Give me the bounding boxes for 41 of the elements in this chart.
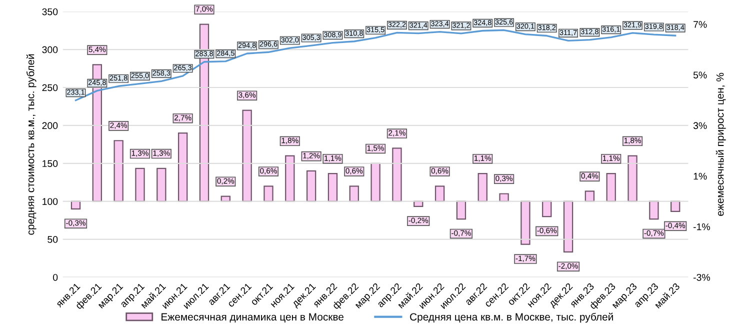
legend-label: Средняя цена кв.м. в Москве, тыс. рублей: [410, 312, 613, 323]
bar: [434, 186, 445, 202]
y2-tick-label: 7%: [694, 21, 707, 28]
y-tick-label: 300: [42, 46, 58, 54]
bar: [499, 193, 509, 202]
bar: [306, 170, 316, 202]
y-tick-label: 100: [42, 198, 58, 205]
y2-axis-title: ежемесячный прирост цен, %: [716, 72, 726, 216]
y-tick-label: 50: [48, 236, 58, 243]
bar: [370, 162, 380, 202]
legend-label: Ежемесячная динамика цен в Москве: [162, 313, 344, 323]
bar: [649, 200, 659, 220]
y-tick-label: 150: [42, 160, 58, 168]
y2-tick-label: -1%: [693, 223, 710, 230]
y-tick-label: 350: [42, 8, 58, 16]
y2-tick-label: 5%: [693, 72, 707, 78]
bar: [628, 155, 638, 202]
bar: [456, 200, 466, 220]
bar: [135, 168, 145, 202]
bar: [606, 172, 616, 202]
y-tick-label: 200: [42, 122, 58, 130]
y2-tick-label: -3%: [693, 274, 710, 281]
bar: [178, 132, 188, 202]
y2-tick-label: 1%: [694, 172, 707, 180]
bar: [114, 140, 124, 202]
bar: [349, 186, 359, 202]
y-tick-label: 0: [53, 274, 58, 281]
bar: [285, 155, 295, 202]
bar: [392, 148, 402, 202]
bar: [328, 172, 338, 202]
y-axis-title: средняя стоимость кв.м., тыс. рублей: [26, 54, 36, 235]
y-tick-label: 250: [42, 84, 58, 92]
bar: [478, 172, 488, 202]
bar: [563, 200, 574, 252]
y2-tick-label: 3%: [693, 122, 707, 130]
bar: [242, 110, 252, 202]
bar: [520, 200, 530, 245]
bar: [584, 190, 595, 202]
bar: [156, 168, 166, 202]
bar: [264, 186, 274, 202]
bar: [542, 200, 552, 218]
